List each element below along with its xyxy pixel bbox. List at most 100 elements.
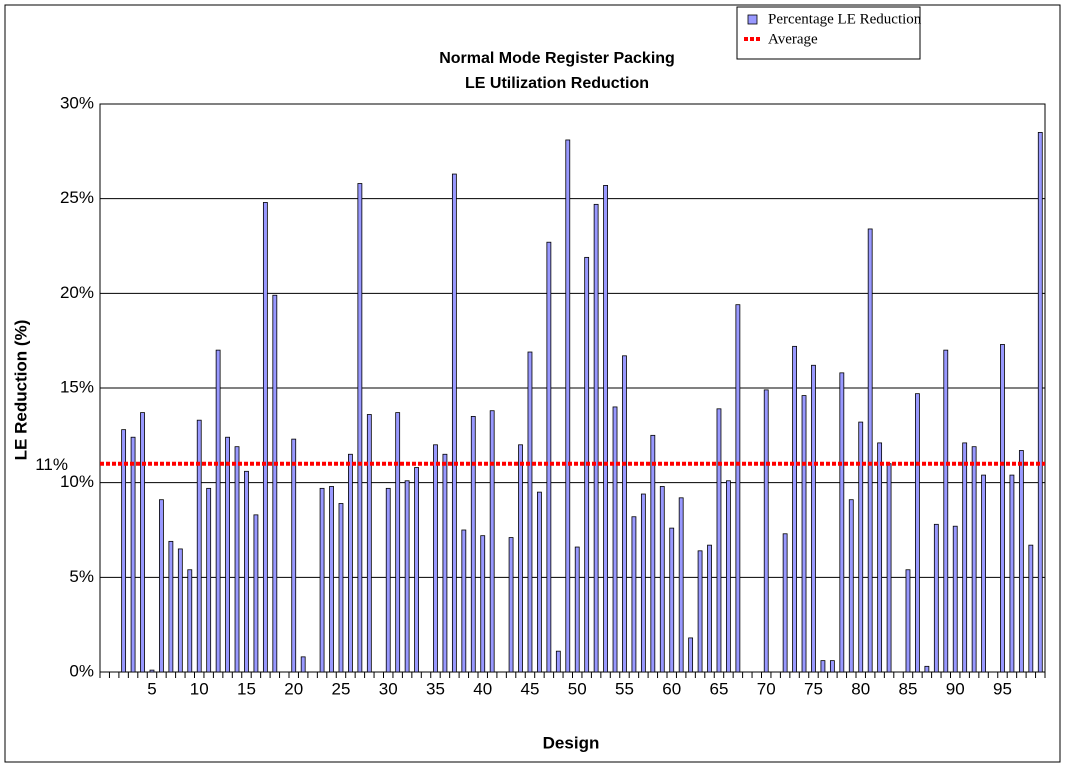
bar	[366, 414, 372, 673]
bar	[801, 395, 807, 673]
bar	[187, 569, 193, 673]
bar	[414, 467, 419, 673]
x-tick-label: 50	[568, 679, 587, 698]
bar	[244, 470, 249, 673]
x-tick-label: 60	[662, 679, 681, 698]
bar	[140, 412, 145, 673]
chart-title: Normal Mode Register Packing	[439, 50, 675, 67]
bar	[159, 499, 164, 673]
chart-frame	[4, 4, 1061, 763]
bar	[338, 503, 344, 673]
bar	[442, 453, 448, 673]
legend-box	[736, 6, 921, 60]
bar	[716, 408, 722, 673]
x-tick-label: 75	[804, 679, 823, 698]
x-tick-label: 65	[710, 679, 729, 698]
legend-label: Average	[768, 31, 818, 47]
bar	[168, 540, 174, 673]
bar	[149, 669, 155, 673]
y-tick-label: 30%	[60, 93, 94, 112]
x-tick-label: 20	[284, 679, 303, 698]
bar	[546, 241, 552, 673]
bar	[829, 660, 835, 673]
bar	[508, 537, 514, 673]
y-tick-label: 20%	[60, 283, 94, 302]
bar	[640, 493, 646, 673]
average-label: 11%	[35, 455, 68, 474]
bar	[659, 486, 665, 673]
x-tick-label: 90	[946, 679, 965, 698]
bar	[1028, 544, 1034, 673]
bar	[962, 442, 968, 673]
bar	[527, 351, 533, 673]
bar	[593, 203, 599, 673]
bar	[1000, 344, 1005, 673]
bar	[688, 637, 694, 673]
bar	[933, 523, 939, 673]
x-tick-label: 45	[521, 679, 540, 698]
bar	[735, 304, 741, 673]
bar	[130, 436, 136, 673]
x-tick-label: 35	[426, 679, 445, 698]
x-tick-label: 10	[190, 679, 209, 698]
x-tick-label: 5	[147, 679, 156, 698]
bar	[206, 487, 212, 673]
bar	[839, 372, 845, 673]
bar	[215, 349, 221, 673]
bar	[395, 412, 401, 673]
bar	[981, 474, 986, 673]
bar	[820, 660, 826, 673]
bar	[489, 410, 495, 673]
x-axis-title: Design	[543, 733, 600, 752]
bar	[574, 546, 580, 673]
bar	[1009, 474, 1015, 673]
bar	[272, 294, 278, 673]
bar	[433, 444, 438, 673]
bar	[697, 550, 703, 673]
bar	[867, 228, 873, 673]
bar	[518, 444, 523, 673]
x-tick-label: 40	[473, 679, 492, 698]
y-axis-title: LE Reduction (%)	[11, 320, 30, 461]
bar	[877, 442, 883, 673]
bar	[470, 415, 476, 673]
x-tick-label: 55	[615, 679, 634, 698]
bar	[792, 345, 797, 673]
bar	[234, 446, 240, 673]
bar	[678, 497, 684, 673]
bar	[451, 173, 457, 673]
bar	[631, 516, 637, 673]
bar	[603, 185, 608, 673]
x-tick-label: 30	[379, 679, 398, 698]
bar	[1018, 450, 1024, 673]
bar	[707, 544, 712, 673]
bar	[555, 650, 561, 673]
bar	[612, 406, 618, 673]
y-tick-label: 5%	[69, 567, 94, 586]
y-tick-label: 25%	[60, 188, 94, 207]
bar	[924, 665, 930, 673]
bar	[291, 438, 297, 673]
y-tick-label: 10%	[60, 472, 94, 491]
bar	[253, 514, 259, 673]
x-tick-label: 85	[899, 679, 918, 698]
bar	[385, 487, 391, 673]
x-tick-label: 25	[332, 679, 351, 698]
bar	[763, 389, 769, 673]
bar	[329, 486, 334, 673]
bar	[650, 434, 656, 673]
bar	[480, 535, 486, 673]
x-tick-label: 15	[237, 679, 256, 698]
y-tick-label: 0%	[69, 661, 94, 680]
bar	[858, 421, 864, 673]
bar	[1037, 131, 1043, 673]
bar	[262, 202, 268, 673]
bar	[915, 393, 920, 673]
x-tick-label: 70	[757, 679, 776, 698]
bar	[622, 355, 627, 673]
bar	[357, 183, 363, 673]
y-tick-label: 15%	[60, 377, 94, 396]
bar	[886, 463, 892, 673]
bar	[461, 529, 467, 673]
bar	[905, 569, 911, 673]
